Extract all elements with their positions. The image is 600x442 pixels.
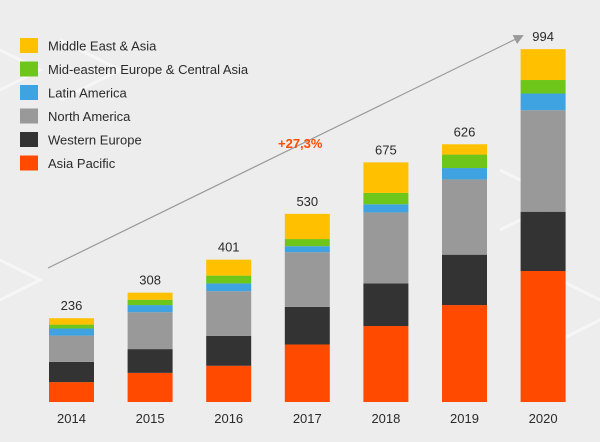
bar-segment-north-america-2015 xyxy=(127,312,173,350)
bar-segment-north-america-2020 xyxy=(520,110,566,212)
bar-segment-asia-pacific-2015 xyxy=(127,372,173,402)
bar-segment-latin-america-2015 xyxy=(127,305,173,313)
bar-segment-western-europe-2015 xyxy=(127,349,173,373)
bar-segment-asia-pacific-2020 xyxy=(520,271,566,402)
bar-segment-latin-america-2017 xyxy=(284,246,330,253)
legend-label-western-europe: Western Europe xyxy=(48,133,142,148)
bar-segment-western-europe-2016 xyxy=(206,335,252,366)
bar-segment-middle-east-and-asia-2015 xyxy=(127,292,173,300)
bar-segment-middle-east-and-asia-2019 xyxy=(442,144,487,155)
bar-segment-western-europe-2017 xyxy=(284,306,330,345)
bar-segment-mid-eastern-europe-and-central-asia-2018 xyxy=(363,192,409,205)
total-label-2017: 530 xyxy=(296,194,318,209)
legend-swatch-north-america xyxy=(20,108,38,124)
x-tick-2016: 2016 xyxy=(214,411,243,426)
bar-segment-middle-east-and-asia-2017 xyxy=(284,213,330,240)
bar-segment-mid-eastern-europe-and-central-asia-2015 xyxy=(127,299,173,306)
bar-group xyxy=(49,49,566,402)
x-axis-ticks: 2014 2015 2016 2017 2018 2019 2020 xyxy=(57,411,558,426)
bar-segment-north-america-2014 xyxy=(49,335,94,362)
bar-segment-middle-east-and-asia-2014 xyxy=(49,318,94,325)
bar-segment-north-america-2019 xyxy=(442,179,487,255)
x-tick-2018: 2018 xyxy=(371,411,400,426)
legend-swatch-asia-pacific xyxy=(20,155,38,171)
bar-segment-western-europe-2019 xyxy=(442,254,487,306)
bar-segment-latin-america-2018 xyxy=(363,204,409,213)
bar-segment-north-america-2016 xyxy=(206,291,252,336)
bar-segment-asia-pacific-2017 xyxy=(284,344,330,402)
bar-segment-asia-pacific-2016 xyxy=(206,365,252,402)
bar-segment-western-europe-2020 xyxy=(520,211,566,272)
legend-label-asia-pacific: Asia Pacific xyxy=(48,156,116,171)
x-tick-2020: 2020 xyxy=(529,411,558,426)
bar-segment-mid-eastern-europe-and-central-asia-2019 xyxy=(442,154,487,169)
x-tick-2015: 2015 xyxy=(136,411,165,426)
bar-segment-latin-america-2014 xyxy=(49,328,94,336)
legend-label-latin-america: Latin America xyxy=(48,86,128,101)
total-label-2020: 994 xyxy=(532,29,554,44)
legend-swatch-western-europe xyxy=(20,132,38,147)
bar-segment-mid-eastern-europe-and-central-asia-2020 xyxy=(520,80,566,94)
bar-segment-western-europe-2014 xyxy=(49,361,94,383)
total-labels: 236 308 401 530 675 626 994 xyxy=(61,29,554,313)
bar-segment-middle-east-and-asia-2016 xyxy=(206,259,252,276)
total-label-2016: 401 xyxy=(218,240,240,255)
bar-segment-asia-pacific-2014 xyxy=(49,382,94,402)
x-tick-2017: 2017 xyxy=(293,411,322,426)
total-label-2014: 236 xyxy=(61,298,83,313)
legend-label-middle-east-and-asia: Middle East & Asia xyxy=(48,39,157,54)
bar-segment-north-america-2018 xyxy=(363,212,409,284)
bar-segment-middle-east-and-asia-2018 xyxy=(363,162,409,193)
growth-trend-arrow xyxy=(47,35,524,269)
bar-segment-middle-east-and-asia-2020 xyxy=(520,49,566,81)
bar-segment-north-america-2017 xyxy=(284,252,330,307)
growth-rate-annotation: +27,3% xyxy=(278,136,323,151)
bar-segment-asia-pacific-2018 xyxy=(363,326,409,402)
legend-label-mid-eastern-europe-and-central-asia: Mid-eastern Europe & Central Asia xyxy=(48,62,249,77)
bar-segment-western-europe-2018 xyxy=(363,283,409,327)
bar-segment-mid-eastern-europe-and-central-asia-2017 xyxy=(284,239,330,247)
legend-label-north-america: North America xyxy=(48,109,131,124)
total-label-2018: 675 xyxy=(375,142,397,157)
total-label-2015: 308 xyxy=(139,273,161,288)
x-tick-2014: 2014 xyxy=(57,411,86,426)
bar-segment-mid-eastern-europe-and-central-asia-2014 xyxy=(49,324,94,329)
legend-swatch-middle-east-and-asia xyxy=(20,38,38,53)
bar-segment-asia-pacific-2019 xyxy=(442,305,487,402)
x-tick-2019: 2019 xyxy=(450,411,479,426)
chart-legend: Middle East & Asia Mid-eastern Europe & C… xyxy=(20,38,249,171)
bar-segment-latin-america-2020 xyxy=(520,93,566,111)
legend-swatch-latin-america xyxy=(20,85,38,100)
legend-swatch-mid-eastern-europe-and-central-asia xyxy=(20,61,38,77)
bar-segment-mid-eastern-europe-and-central-asia-2016 xyxy=(206,275,252,284)
bar-segment-latin-america-2016 xyxy=(206,283,252,292)
bar-segment-latin-america-2019 xyxy=(442,168,487,180)
total-label-2019: 626 xyxy=(454,124,476,139)
